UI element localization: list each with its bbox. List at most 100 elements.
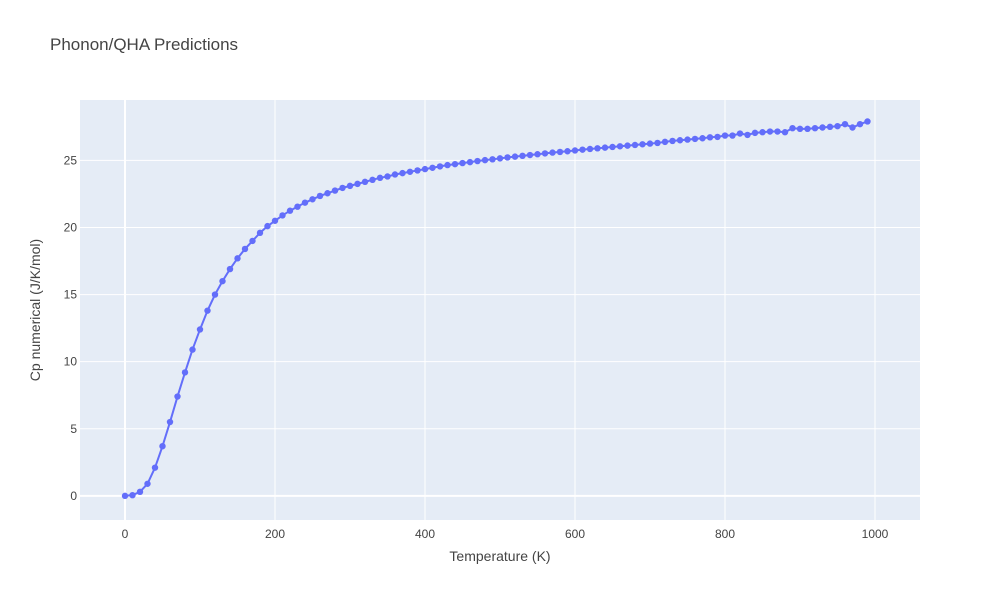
data-point (511, 153, 519, 160)
x-tick-label: 200 (265, 527, 285, 541)
data-point (399, 169, 406, 177)
data-point (721, 132, 729, 139)
y-tick-label: 20 (64, 220, 78, 234)
data-point (616, 143, 624, 150)
data-point (196, 326, 204, 333)
data-point (324, 190, 331, 197)
data-point (474, 157, 481, 165)
plot-background (80, 100, 920, 520)
data-point (144, 480, 151, 487)
data-point (661, 138, 669, 146)
data-point (219, 277, 226, 285)
data-point (714, 133, 721, 141)
data-point (669, 137, 676, 145)
data-point (279, 212, 286, 219)
y-tick-label: 15 (64, 288, 78, 302)
data-point (639, 141, 646, 148)
data-point (841, 120, 849, 128)
y-axis-title: Cp numerical (J/K/mol) (27, 239, 43, 381)
data-point (451, 160, 459, 168)
data-point (676, 137, 684, 144)
data-point (286, 207, 294, 214)
x-tick-label: 0 (122, 527, 129, 541)
data-point (406, 168, 414, 175)
data-point (316, 192, 324, 200)
data-point (684, 136, 691, 143)
data-point (459, 159, 466, 167)
data-point (264, 222, 271, 230)
data-point (556, 148, 564, 156)
data-point (481, 156, 489, 164)
data-point (121, 492, 129, 500)
data-point (609, 143, 616, 151)
data-point (421, 165, 429, 173)
data-point (339, 184, 346, 192)
data-point (429, 164, 436, 171)
data-point (189, 346, 196, 353)
series-line (124, 120, 868, 497)
data-point (781, 129, 789, 136)
data-point (181, 369, 189, 376)
x-tick-label: 400 (415, 527, 435, 541)
data-point (361, 178, 369, 186)
data-point (271, 217, 279, 224)
data-point (294, 203, 301, 210)
series (121, 118, 871, 500)
y-tick-label: 25 (64, 153, 78, 167)
data-point (496, 155, 504, 162)
data-point (391, 171, 399, 178)
data-point (646, 140, 654, 147)
data-point (729, 132, 736, 139)
data-point (811, 124, 819, 132)
y-tick-label: 5 (70, 422, 77, 436)
x-tick-label: 800 (715, 527, 735, 541)
data-point (751, 129, 759, 137)
data-point (309, 196, 316, 203)
data-point (346, 182, 354, 190)
data-point (159, 442, 166, 450)
data-point (699, 135, 706, 142)
data-point (444, 161, 451, 169)
data-point (249, 237, 256, 245)
data-point (849, 124, 856, 131)
data-point (234, 255, 241, 262)
data-point (414, 167, 421, 174)
data-point (526, 151, 534, 159)
data-point (436, 163, 444, 170)
data-point (759, 129, 766, 136)
data-point (226, 265, 234, 273)
data-point (466, 158, 474, 166)
data-point (586, 145, 594, 153)
data-point (256, 229, 264, 237)
data-point (594, 145, 601, 152)
data-point (241, 245, 249, 253)
data-point (204, 307, 211, 314)
y-tick-label: 10 (64, 355, 78, 369)
data-point (301, 199, 309, 206)
data-point (789, 124, 796, 132)
data-point (624, 142, 631, 149)
chart-title: Phonon/QHA Predictions (50, 35, 238, 54)
tick-labels: 0 200 400 600 800 1000 0 5 10 15 20 25 (64, 153, 889, 541)
data-point (129, 491, 136, 499)
data-point (166, 418, 174, 426)
data-point (706, 134, 714, 141)
data-point (864, 118, 871, 125)
data-point (504, 154, 511, 161)
data-point (654, 139, 661, 147)
data-point (564, 148, 571, 155)
data-point (534, 151, 541, 158)
data-point (376, 174, 384, 182)
x-axis-title: Temperature (K) (449, 548, 550, 564)
data-point (601, 144, 609, 151)
data-point (331, 187, 339, 194)
data-point (579, 146, 586, 153)
data-point (804, 125, 811, 133)
data-point (541, 150, 549, 157)
data-point (819, 124, 826, 131)
data-point (354, 180, 361, 188)
data-point (151, 464, 159, 471)
data-point (384, 173, 391, 180)
